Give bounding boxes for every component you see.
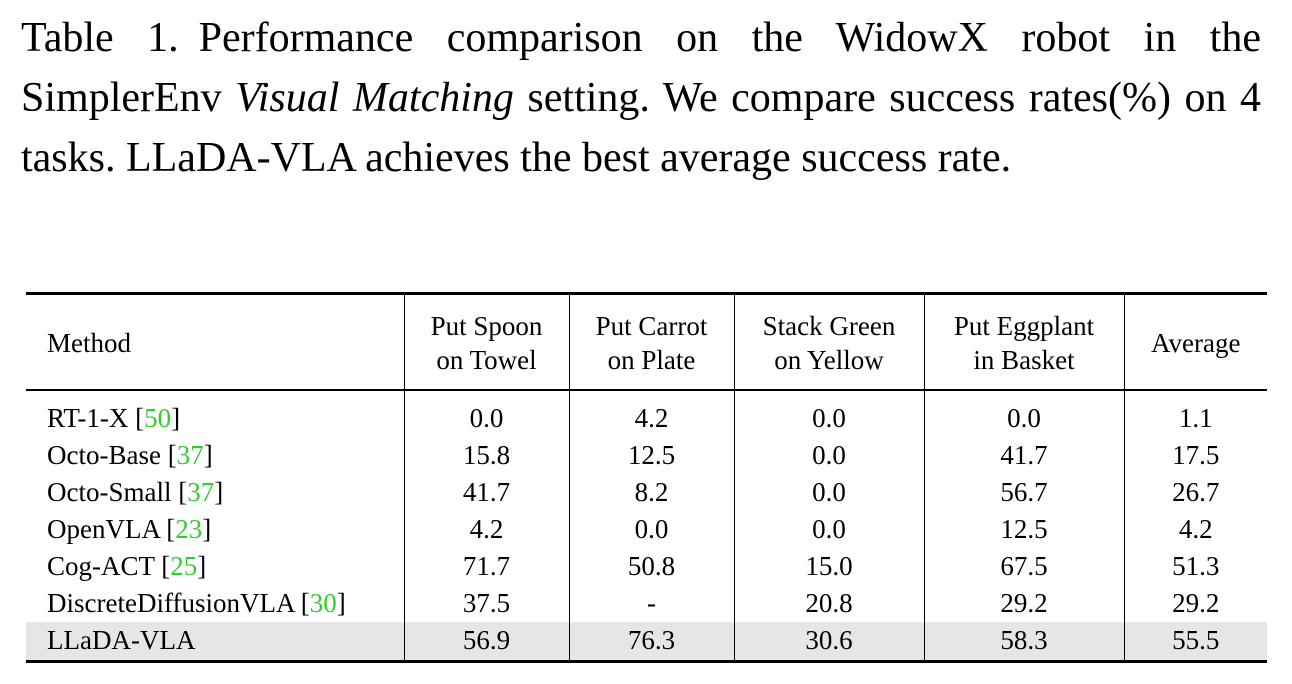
value-cell: 76.3 [568,622,734,662]
value-cell: 4.2 [568,390,734,437]
average-cell: 17.5 [1123,437,1267,474]
value-cell: 12.5 [568,437,734,474]
method-cell: OpenVLA [23] [47,514,212,544]
header-average: Average [1123,293,1267,391]
method-cell: Octo-Small [37] [47,477,224,507]
table-row-rt1x: RT-1-X [50] 0.0 4.2 0.0 0.0 1.1 [26,390,1267,437]
method-cell: Octo-Base [37] [47,440,213,470]
value-cell: 29.2 [923,585,1124,622]
value-cell: 41.7 [403,474,569,511]
citation-link[interactable]: 37 [176,440,204,470]
value-cell: 37.5 [403,585,569,622]
value-cell: 20.8 [733,585,924,622]
method-cell: RT-1-X [50] [47,403,181,433]
value-cell: 8.2 [568,474,734,511]
value-cell: 0.0 [923,390,1124,437]
value-cell: 4.2 [403,511,569,548]
results-table-container: Method Put Spoon on Towel Put Carrot on Pl… [26,292,1267,663]
value-cell: 30.6 [733,622,924,662]
table-row-openvla: OpenVLA [23] 4.2 0.0 0.0 12.5 4.2 [26,511,1267,548]
method-cell: Cog-ACT [25] [47,551,207,581]
header-put-spoon: Put Spoon on Towel [403,293,569,391]
table-caption: Table 1. Performance comparison on the Wi… [21,8,1261,188]
table-row-cog-act: Cog-ACT [25] 71.7 50.8 15.0 67.5 51.3 [26,548,1267,585]
table-row-llada-vla: LLaDA-VLA 56.9 76.3 30.6 58.3 55.5 [26,622,1267,662]
value-cell: - [568,585,734,622]
caption-label: Table 1. [21,15,179,61]
table-row-octo-base: Octo-Base [37] 15.8 12.5 0.0 41.7 17.5 [26,437,1267,474]
average-cell: 1.1 [1123,390,1267,437]
value-cell: 56.9 [403,622,569,662]
citation-link[interactable]: 50 [144,403,172,433]
header-stack-green: Stack Green on Yellow [733,293,924,391]
method-cell: DiscreteDiffusionVLA [30] [47,588,346,618]
table-row-octo-small: Octo-Small [37] 41.7 8.2 0.0 56.7 26.7 [26,474,1267,511]
average-cell: 29.2 [1123,585,1267,622]
citation-link[interactable]: 25 [170,551,198,581]
table-row-discrete-diffusion-vla: DiscreteDiffusionVLA [30] 37.5 - 20.8 29… [26,585,1267,622]
caption-text-before: Performance comparison on the WidowX rob… [21,15,1261,121]
average-cell: 55.5 [1123,622,1267,662]
value-cell: 0.0 [733,437,924,474]
value-cell: 67.5 [923,548,1124,585]
value-cell: 58.3 [923,622,1124,662]
value-cell: 71.7 [403,548,569,585]
average-cell: 4.2 [1123,511,1267,548]
method-cell: LLaDA-VLA [26,622,404,662]
value-cell: 0.0 [568,511,734,548]
citation-link[interactable]: 37 [187,477,215,507]
value-cell: 0.0 [733,511,924,548]
value-cell: 0.0 [403,390,569,437]
table-header-row: Method Put Spoon on Towel Put Carrot on Pl… [26,293,1267,391]
citation-link[interactable]: 30 [309,588,337,618]
results-table: Method Put Spoon on Towel Put Carrot on Pl… [26,292,1267,663]
value-cell: 12.5 [923,511,1124,548]
caption-text-italic: Visual Matching [235,75,514,121]
value-cell: 15.0 [733,548,924,585]
value-cell: 0.0 [733,474,924,511]
average-cell: 51.3 [1123,548,1267,585]
header-put-carrot: Put Carrot on Plate [568,293,734,391]
average-cell: 26.7 [1123,474,1267,511]
value-cell: 41.7 [923,437,1124,474]
citation-link[interactable]: 23 [175,514,203,544]
header-put-eggplant: Put Eggplant in Basket [923,293,1124,391]
value-cell: 15.8 [403,437,569,474]
caption-text-after: setting. We compare success rates(%) on … [21,75,1262,181]
value-cell: 50.8 [568,548,734,585]
header-method: Method [26,293,404,391]
value-cell: 0.0 [733,390,924,437]
value-cell: 56.7 [923,474,1124,511]
